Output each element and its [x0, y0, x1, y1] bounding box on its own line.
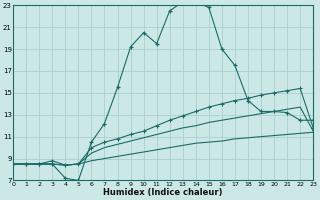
X-axis label: Humidex (Indice chaleur): Humidex (Indice chaleur) [103, 188, 223, 197]
